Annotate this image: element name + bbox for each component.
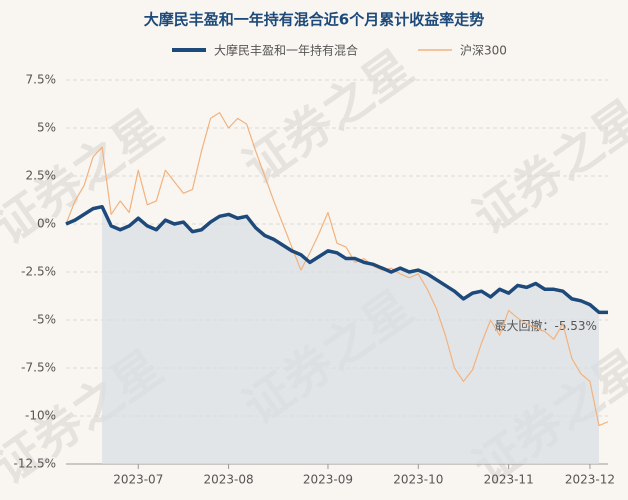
x-tick-label: 2023-08 (204, 473, 254, 487)
y-tick-label: 7.5% (26, 73, 57, 87)
y-tick-label: -5% (33, 313, 56, 327)
y-tick-label: -7.5% (21, 361, 56, 375)
y-tick-label: -10% (25, 409, 56, 423)
chart-title: 大摩民丰盈和一年持有混合近6个月累计收益率走势 (144, 11, 484, 29)
legend-label: 沪深300 (460, 44, 507, 58)
x-tick-label: 2023-07 (113, 473, 163, 487)
y-tick-label: -2.5% (21, 265, 56, 279)
y-tick-label: -12.5% (14, 457, 56, 471)
drawdown-shade (102, 206, 599, 464)
series-line (65, 112, 609, 427)
x-tick-label: 2023-09 (303, 473, 353, 487)
series-line (65, 204, 608, 315)
x-tick-label: 2023-12 (565, 473, 615, 487)
y-tick-label: 2.5% (26, 169, 57, 183)
y-tick-label: 0% (37, 217, 56, 231)
drawdown-annotation: 最大回撤：-5.53% (495, 318, 597, 333)
x-tick-label: 2023-10 (393, 473, 443, 487)
legend-label: 大摩民丰盈和一年持有混合 (214, 43, 358, 58)
x-tick-label: 2023-11 (484, 473, 534, 487)
y-tick-label: 5% (37, 121, 56, 135)
